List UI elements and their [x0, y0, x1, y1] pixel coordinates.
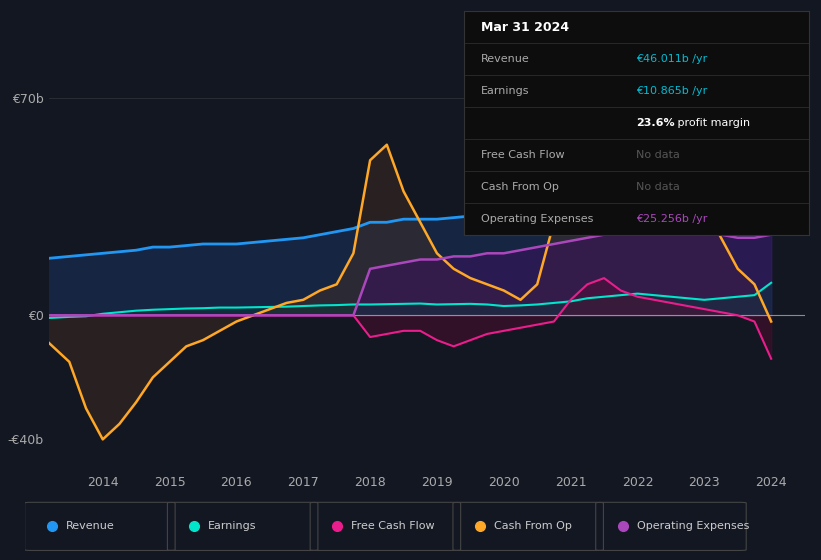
- Text: Cash From Op: Cash From Op: [481, 182, 559, 192]
- Text: Operating Expenses: Operating Expenses: [636, 521, 749, 531]
- Text: Operating Expenses: Operating Expenses: [481, 214, 594, 224]
- Text: €25.256b /yr: €25.256b /yr: [636, 214, 708, 224]
- Text: profit margin: profit margin: [674, 118, 750, 128]
- Text: Earnings: Earnings: [209, 521, 257, 531]
- Text: No data: No data: [636, 182, 680, 192]
- Text: Free Cash Flow: Free Cash Flow: [481, 150, 565, 160]
- Text: Earnings: Earnings: [481, 86, 530, 96]
- Text: Revenue: Revenue: [66, 521, 114, 531]
- Text: Mar 31 2024: Mar 31 2024: [481, 21, 569, 34]
- Text: €10.865b /yr: €10.865b /yr: [636, 86, 708, 96]
- Text: Cash From Op: Cash From Op: [494, 521, 571, 531]
- Text: €46.011b /yr: €46.011b /yr: [636, 54, 708, 64]
- Text: No data: No data: [636, 150, 680, 160]
- Text: 23.6%: 23.6%: [636, 118, 675, 128]
- Text: Revenue: Revenue: [481, 54, 530, 64]
- Text: Free Cash Flow: Free Cash Flow: [351, 521, 434, 531]
